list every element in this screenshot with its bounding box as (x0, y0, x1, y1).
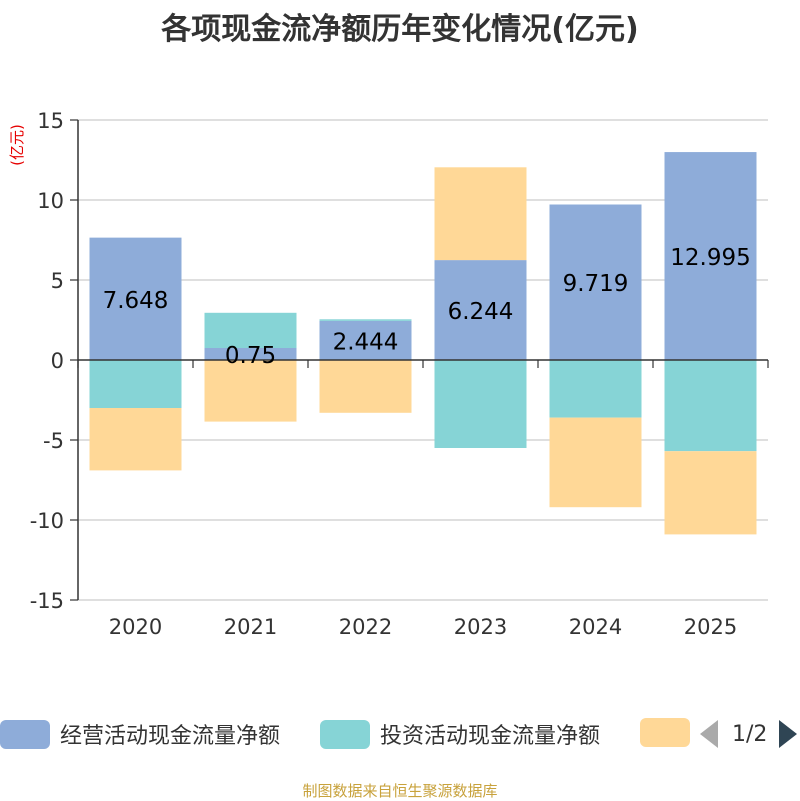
bar-investing-2023 (434, 360, 527, 448)
bar-financing-2025 (664, 451, 757, 535)
data-label-operating: 12.995 (670, 245, 750, 271)
x-tick-label: 2022 (339, 615, 392, 639)
grid-lines (78, 119, 768, 601)
data-label-operating: 9.719 (563, 271, 629, 297)
bar-investing-2021 (204, 312, 297, 348)
bar-financing-2024 (549, 417, 642, 508)
legend-pager: 1/2 (700, 720, 798, 748)
bar-investing-2024 (549, 360, 642, 418)
y-tick-label: 0 (51, 349, 64, 373)
x-tick-label: 2020 (109, 615, 162, 639)
chart-plot: 15 10 5 0 -5 -10 -15 2020 2021 2022 2023 2024 2025 7… (8, 109, 769, 639)
bar-financing-2023 (434, 167, 527, 261)
x-tick-label: 2023 (454, 615, 507, 639)
bar-operating-2024 (549, 204, 642, 360)
legend-next-page-icon[interactable] (779, 720, 798, 748)
bar-operating-2021 (204, 348, 297, 360)
x-tick-label: 2024 (569, 615, 622, 639)
legend-prev-page-icon[interactable] (700, 720, 718, 748)
legend: 经营活动现金流量净额 投资活动现金流量净额 1/2 (0, 712, 800, 758)
data-label-operating: 6.244 (448, 299, 514, 325)
bar-operating-2020 (89, 237, 182, 360)
y-tick-label: -5 (43, 429, 64, 453)
y-axis-unit-label: (亿元) (8, 124, 26, 166)
x-tick-label: 2025 (684, 615, 737, 639)
y-tick-label: -10 (30, 509, 64, 533)
y-tick-label: -15 (30, 589, 64, 613)
bar-investing-2020 (89, 360, 182, 408)
bar-investing-2022 (319, 319, 412, 321)
bar-financing-2021 (204, 360, 297, 422)
bar-financing-2020 (89, 408, 182, 471)
bar-financing-2022 (319, 360, 412, 413)
legend-swatch-operating (0, 719, 50, 749)
legend-swatch-investing (320, 719, 370, 749)
bar-investing-2025 (664, 360, 757, 452)
legend-label-operating: 经营活动现金流量净额 (60, 724, 281, 749)
axes: 15 10 5 0 -5 -10 -15 2020 2021 2022 2023 2024 2025 (30, 109, 769, 639)
legend-label-investing: 投资活动现金流量净额 (380, 724, 601, 749)
legend-item-financing[interactable] (640, 718, 690, 747)
bar-operating-2025 (664, 152, 757, 360)
y-tick-label: 10 (37, 189, 64, 213)
source-note: 制图数据来自恒生聚源数据库 (302, 782, 498, 800)
chart-title: 各项现金流净额历年变化情况(亿元) (161, 12, 639, 47)
legend-item-investing[interactable]: 投资活动现金流量净额 (320, 718, 600, 750)
legend-swatch-financing (640, 718, 690, 747)
data-label-operating: 7.648 (103, 288, 169, 314)
bar-operating-2023 (434, 260, 527, 360)
legend-item-operating[interactable]: 经营活动现金流量净额 (0, 718, 280, 750)
x-tick-label: 2021 (224, 615, 277, 639)
data-labels: 7.648 0.75 2.444 6.244 9.719 12.995 (103, 245, 751, 369)
data-label-operating: 0.75 (225, 343, 276, 369)
data-label-operating: 2.444 (333, 329, 399, 355)
y-tick-label: 5 (51, 269, 64, 293)
bar-operating-2022 (319, 320, 412, 360)
y-tick-label: 15 (37, 109, 64, 133)
legend-page-indicator: 1/2 (732, 721, 768, 747)
bars (89, 152, 757, 535)
